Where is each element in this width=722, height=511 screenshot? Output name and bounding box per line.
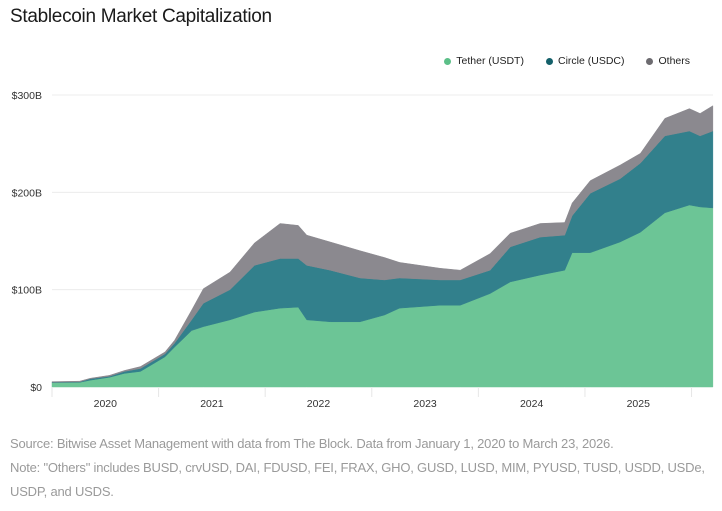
x-tick-label: 2024: [520, 398, 544, 410]
y-tick-label: $300B: [12, 90, 42, 102]
y-tick-label: $0: [30, 382, 42, 394]
x-tick-label: 2022: [307, 398, 331, 410]
x-tick-label: 2025: [627, 398, 651, 410]
area-series-others: [51, 105, 714, 383]
legend-label-others: Others: [658, 55, 690, 67]
legend-item-usdc: Circle (USDC): [545, 55, 625, 67]
legend-dot-others: [646, 57, 654, 65]
chart-plot: $0 $100B $200B $300B 2020 2021 2022 2023 2024 202…: [12, 90, 714, 410]
legend-dot-usdc: [545, 57, 553, 65]
others-note: Note: "Others" includes BUSD, crvUSD, DA…: [10, 460, 705, 499]
source-note: Source: Bitwise Asset Management with da…: [10, 436, 614, 451]
legend-item-others: Others: [646, 55, 690, 67]
legend-item-usdt: Tether (USDT): [444, 55, 524, 67]
chart-title: Stablecoin Market Capitalization: [10, 6, 272, 27]
x-tick-label: 2023: [413, 398, 437, 410]
legend-dot-usdt: [444, 57, 452, 65]
x-tick-label: 2020: [94, 398, 118, 410]
chart-legend: Tether (USDT) Circle (USDC) Others: [444, 55, 690, 67]
chart-notes: Source: Bitwise Asset Management with da…: [10, 432, 715, 504]
legend-label-usdt: Tether (USDT): [456, 55, 524, 67]
y-tick-label: $200B: [12, 187, 42, 199]
y-tick-label: $100B: [12, 285, 42, 297]
legend-label-usdc: Circle (USDC): [557, 55, 625, 67]
x-tick-label: 2021: [200, 398, 224, 410]
